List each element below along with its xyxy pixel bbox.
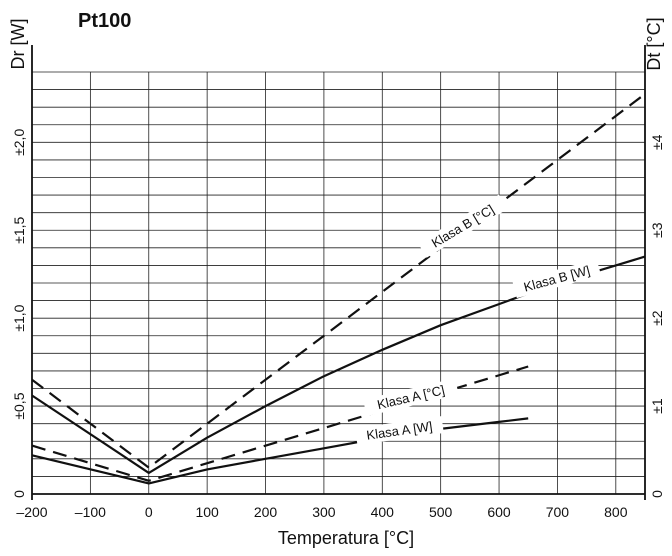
x-tick-label: 0	[145, 504, 153, 520]
annotation-bg	[355, 416, 444, 446]
y-right-tick-label: ±2	[649, 310, 665, 326]
annotation-bg	[363, 378, 459, 417]
tick-labels: –200 –100 0 100 200 300 400 500 600 700 800 0 ±0,5 ±1…	[11, 129, 665, 520]
series-label: Klasa B [W]	[522, 263, 591, 295]
x-axis-title: Temperatura [°C]	[278, 528, 414, 548]
x-tick-label: 300	[312, 504, 336, 520]
x-tick-label: 200	[254, 504, 278, 520]
series-annotations: Klasa B [°C] Klasa B [W] Klasa A [°C] Klasa…	[355, 194, 602, 446]
y-left-axis-title: Dr [W]	[8, 19, 28, 70]
y-right-tick-label: ±3	[649, 222, 665, 238]
series-label: Klasa A [°C]	[376, 382, 446, 412]
y-left-tick-label: ±1,5	[11, 216, 27, 243]
annotation-bg	[512, 259, 602, 299]
x-tick-label: 500	[429, 504, 453, 520]
x-tick-label: 100	[195, 504, 219, 520]
x-tick-label: 400	[371, 504, 395, 520]
y-right-tick-label: ±1	[649, 398, 665, 414]
series-layer	[31, 93, 646, 485]
y-left-tick-label: ±0,5	[11, 392, 27, 419]
series-line-4	[31, 417, 529, 485]
annotation-bg	[417, 194, 508, 258]
grid	[31, 45, 646, 500]
chart-title: Pt100	[78, 10, 131, 32]
x-tick-label: –200	[16, 504, 47, 520]
series-annotation: Klasa A [W]	[355, 416, 444, 446]
y-right-tick-label: 0	[649, 490, 665, 498]
series-annotation: Klasa B [W]	[512, 259, 602, 299]
y-left-tick-label: ±1,0	[11, 304, 27, 331]
x-tick-label: 700	[546, 504, 570, 520]
series-line-2	[31, 255, 646, 474]
x-tick-label: 600	[487, 504, 511, 520]
series-annotation: Klasa A [°C]	[363, 378, 459, 417]
x-tick-label: –100	[75, 504, 106, 520]
series-label: Klasa B [°C]	[429, 202, 497, 251]
x-tick-label: 800	[604, 504, 628, 520]
y-left-tick-label: 0	[11, 490, 27, 498]
y-right-tick-label: ±4	[649, 134, 665, 150]
y-left-tick-label: ±2,0	[11, 129, 27, 156]
y-right-axis-title: Dt [°C]	[644, 17, 664, 70]
